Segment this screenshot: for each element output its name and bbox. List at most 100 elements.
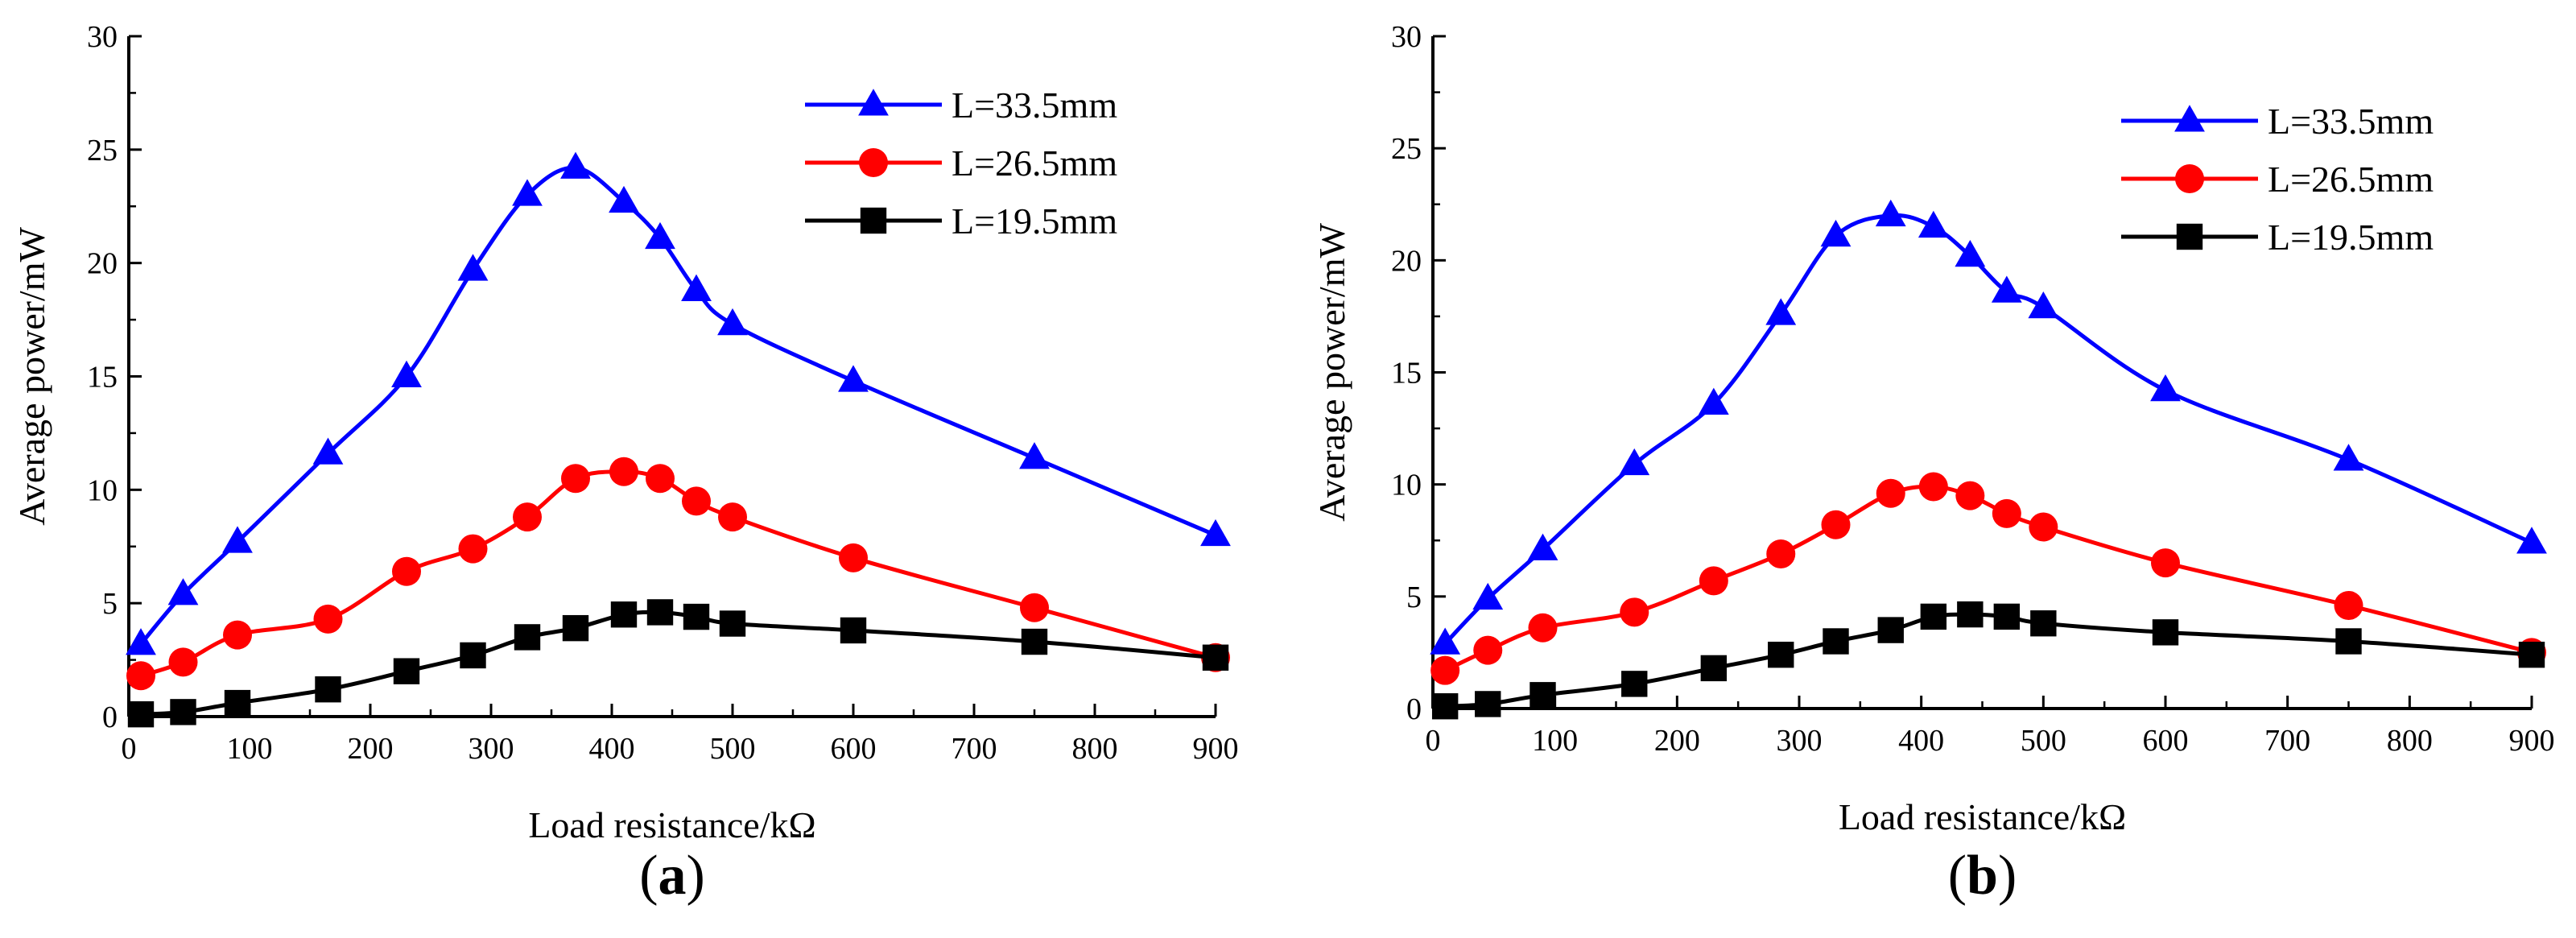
chart-b-series-triangle — [1430, 199, 2547, 655]
chart-a-data-point — [460, 642, 486, 669]
chart-a-data-point — [839, 543, 868, 572]
chart-b-data-point — [1530, 682, 1556, 709]
chart-a-y-tick-label: 5 — [102, 587, 118, 621]
chart-b-x-tick-label: 0 — [1426, 724, 1441, 758]
chart-a-y-tick-label: 20 — [87, 247, 118, 281]
chart-b-data-point — [1620, 597, 1649, 627]
chart-b-panel-label-close: ) — [1998, 845, 2017, 907]
chart-a-x-tick-label: 800 — [1072, 732, 1118, 766]
chart-b-data-point — [2028, 291, 2059, 319]
chart-a-y-tick-label: 10 — [87, 473, 118, 507]
chart-b-data-point — [1472, 582, 1504, 610]
chart-b-svg: 0 100 200 300 400 500 600 700 800 900 0 5 10 15 20 25 30… — [1311, 20, 2555, 907]
chart-b-legend-label: L=26.5mm — [2268, 159, 2434, 200]
chart-a-data-point — [1202, 644, 1229, 671]
chart-a-data-point — [646, 464, 675, 494]
chart-b-data-point — [1957, 601, 1984, 628]
chart-a-data-point — [312, 437, 344, 465]
chart-b-data-point — [2334, 590, 2363, 620]
chart-a-data-point — [167, 578, 199, 605]
chart-panel-b: 0 100 200 300 400 500 600 700 800 900 0 5 10 15 20 25 30… — [1288, 0, 2576, 938]
chart-b-x-tick-label: 200 — [1654, 724, 1700, 758]
chart-a-data-point — [1200, 519, 1231, 547]
chart-b-legend-marker — [2175, 164, 2204, 193]
chart-a-data-point — [1021, 628, 1048, 655]
chart-a-data-point — [646, 599, 674, 626]
chart-b-data-point — [1527, 533, 1558, 560]
chart-b-data-point — [1473, 635, 1503, 665]
chart-a-legend-label: L=33.5mm — [952, 85, 1117, 126]
chart-a-x-tick-label: 900 — [1193, 732, 1239, 766]
chart-a-data-point — [223, 620, 252, 650]
chart-b-x-tick-label: 700 — [2264, 724, 2310, 758]
chart-a-x-tick-label: 400 — [589, 732, 635, 766]
chart-a-axes: 0 100 200 300 400 500 600 700 800 900 0 5 10 15 20 25 30 — [87, 20, 1239, 766]
chart-a-y-tick-label: 15 — [87, 361, 118, 395]
chart-b-y-tick-label: 20 — [1391, 244, 1422, 278]
chart-panel-a: 0 100 200 300 400 500 600 700 800 900 0 5 10 15 20 25 30… — [11, 20, 1239, 907]
chart-b-data-point — [1918, 210, 1949, 238]
chart-b-data-point — [1431, 693, 1459, 720]
chart-b-data-point — [1920, 603, 1947, 630]
chart-a-data-point — [562, 614, 589, 642]
chart-a-legend-marker — [860, 207, 887, 234]
chart-b-data-point — [1821, 510, 1851, 539]
chart-b-data-point — [1528, 613, 1558, 643]
chart-a-data-point — [561, 464, 590, 494]
chart-b-y-tick-label: 15 — [1391, 357, 1422, 390]
chart-b-legend-entry: L=26.5mm — [2121, 159, 2434, 200]
chart-a-panel-label-close: ) — [687, 845, 705, 907]
chart-b-legend-marker — [2176, 223, 2203, 250]
chart-b-series-line — [1445, 612, 2533, 709]
chart-b-x-tick-label: 600 — [2143, 724, 2189, 758]
chart-a-data-point — [718, 502, 747, 532]
chart-a-data-point — [224, 689, 251, 717]
chart-a-data-point — [222, 526, 253, 553]
chart-a-data-point — [313, 604, 343, 634]
chart-a-data-point — [645, 221, 675, 250]
chart-b-series-circle — [1430, 472, 2546, 685]
chart-b-data-point — [1700, 655, 1728, 682]
chart-b-data-point — [1766, 539, 1796, 568]
chart-a-y-axis-title: Average power/mW — [11, 227, 52, 526]
chart-b-y-axis-title: Average power/mW — [1311, 223, 1352, 522]
chart-a-legend-entry: L=26.5mm — [805, 143, 1117, 184]
chart-b-data-point — [1918, 472, 1948, 502]
chart-a-x-tick-label: 300 — [469, 732, 514, 766]
chart-b-data-point — [2030, 610, 2057, 637]
chart-a-legend-entry: L=19.5mm — [805, 200, 1117, 242]
chart-b-data-point — [1991, 275, 2022, 303]
chart-b-x-tick-label: 100 — [1532, 724, 1578, 758]
chart-b-y-tick-label: 5 — [1406, 581, 1422, 614]
chart-a-panel-label-open: ( — [639, 845, 658, 907]
chart-b-data-point — [2333, 444, 2364, 471]
chart-b-panel-label-open: ( — [1948, 845, 1967, 907]
chart-a-data-point — [513, 502, 542, 532]
chart-b-y-tick-label: 30 — [1391, 20, 1422, 54]
chart-a-data-point — [126, 661, 155, 691]
chart-b-data-point — [1955, 239, 1986, 267]
chart-a-data-point — [717, 308, 748, 336]
chart-a-x-tick-label: 0 — [122, 732, 137, 766]
chart-b-data-point — [1765, 298, 1797, 325]
chart-a-data-point — [457, 254, 489, 281]
chart-b-panel-label-letter: b — [1967, 845, 1998, 907]
chart-b-data-point — [2150, 374, 2181, 402]
chart-b-y-tick-label: 10 — [1391, 469, 1422, 502]
chart-a-data-point — [560, 151, 591, 179]
chart-a-x-tick-label: 100 — [227, 732, 273, 766]
chart-a-series-circle — [126, 457, 1230, 691]
chart-b-x-axis-title: Load resistance/kΩ — [1839, 796, 2126, 837]
chart-a-legend-entry: L=33.5mm — [805, 85, 1117, 126]
chart-b-data-point — [1992, 498, 2021, 528]
chart-a-y-tick-label: 0 — [102, 700, 118, 734]
chart-b-axes: 0 100 200 300 400 500 600 700 800 900 0 5 10 15 20 25 30 — [1391, 20, 2555, 758]
chart-b-data-point — [1698, 387, 1729, 415]
chart-a-data-point — [682, 486, 711, 516]
chart-b-x-tick-label: 300 — [1777, 724, 1823, 758]
chart-a-y-tick-label: 30 — [87, 20, 118, 54]
chart-b-legend-label: L=33.5mm — [2268, 101, 2434, 142]
chart-b-x-tick-label: 500 — [2021, 724, 2066, 758]
chart-a-data-point — [168, 647, 198, 677]
chart-b-y-tick-label: 0 — [1406, 692, 1422, 726]
